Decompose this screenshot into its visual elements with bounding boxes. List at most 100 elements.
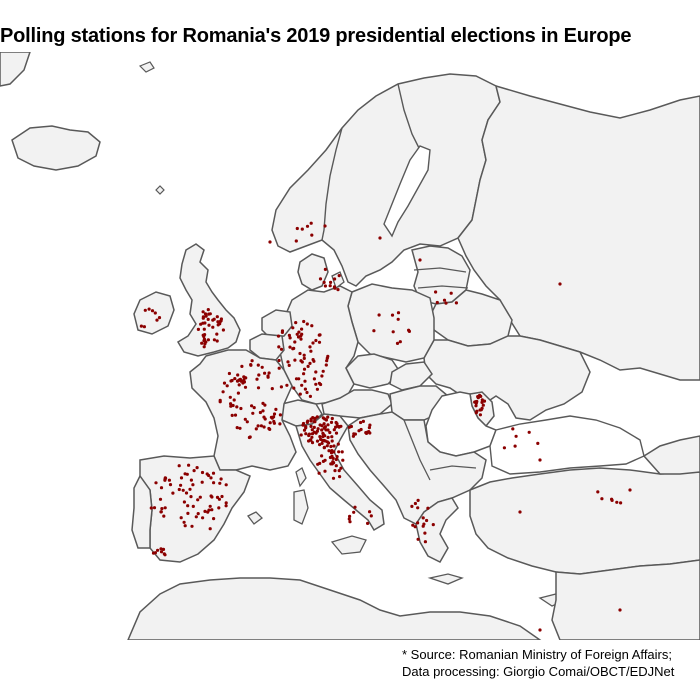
polling-station-dot (336, 288, 340, 292)
polling-station-dot (425, 518, 429, 523)
polling-station-dot (407, 328, 411, 332)
polling-station-dot (236, 373, 240, 377)
polling-station-dot (256, 386, 261, 390)
polling-station-dot (196, 327, 200, 331)
polling-station-dot (315, 439, 320, 443)
polling-station-dot (366, 521, 370, 526)
polling-station-dot (292, 386, 296, 390)
polling-station-dot (334, 425, 338, 429)
polling-station-dot (224, 504, 228, 508)
polling-station-dot (347, 517, 351, 521)
polling-station-dot (291, 326, 295, 330)
polling-station-dot (186, 504, 190, 508)
polling-station-dot (302, 353, 306, 357)
polling-station-dot (157, 316, 162, 320)
polling-station-dot (416, 506, 420, 510)
polling-station-dot (518, 510, 522, 514)
polling-station-dot (502, 446, 506, 450)
polling-station-dot (322, 426, 326, 430)
polling-station-dot (153, 311, 157, 315)
polling-station-dot (325, 444, 329, 448)
polling-station-dot (201, 321, 205, 325)
polling-station-dot (288, 345, 292, 349)
border-estonia-latvia (413, 267, 467, 273)
polling-station-dot (259, 424, 263, 428)
polling-station-dot (310, 428, 314, 432)
polling-station-dot (322, 280, 326, 284)
polling-station-dot (396, 317, 400, 321)
polling-station-dot (162, 514, 166, 518)
polling-station-dot (207, 508, 211, 512)
polling-station-dot (610, 498, 614, 502)
polling-station-dot (315, 429, 319, 433)
polling-station-dot (422, 522, 426, 526)
polling-station-dot (536, 441, 540, 445)
border-norway-sweden (321, 127, 343, 241)
polling-station-dot (189, 478, 193, 482)
polling-station-dot (416, 498, 420, 502)
polling-station-dot (300, 227, 304, 231)
polling-station-dot (198, 495, 202, 499)
polling-station-dot (268, 421, 272, 425)
polling-station-dot (252, 406, 256, 410)
polling-station-dot (328, 430, 332, 435)
polling-station-dot (321, 369, 325, 373)
polling-station-dot (378, 236, 382, 240)
polling-station-dot (255, 377, 259, 381)
polling-station-dot (310, 441, 315, 445)
polling-station-dot (212, 481, 216, 485)
polling-station-dot (280, 330, 284, 334)
polling-station-dot (300, 383, 304, 387)
polling-station-dot (167, 478, 171, 482)
polling-station-dot (538, 458, 542, 462)
polling-station-dot (305, 420, 309, 424)
polling-station-dot (210, 508, 214, 512)
polling-station-dot (297, 330, 301, 334)
country-portugal (131, 474, 153, 549)
polling-station-dot (413, 525, 417, 529)
polling-station-dot (474, 400, 478, 404)
polling-station-dot (270, 387, 274, 391)
polling-station-dot (298, 351, 302, 356)
polling-station-dot (474, 404, 478, 408)
polling-station-dot (242, 379, 246, 384)
polling-station-dot (209, 476, 213, 480)
polling-station-dot (335, 455, 339, 459)
country-svalbard (138, 61, 155, 73)
polling-station-dot (312, 359, 316, 363)
polling-station-dot (310, 324, 314, 328)
polling-station-dot (185, 472, 189, 476)
polling-station-dot (212, 338, 216, 342)
polling-station-dot (243, 385, 248, 389)
polling-station-dot (334, 457, 338, 462)
polling-station-dot (295, 332, 299, 336)
polling-station-dot (480, 400, 484, 404)
caption-source-line: * Source: Romanian Ministry of Foreign A… (402, 647, 672, 662)
polling-station-dot (341, 458, 345, 462)
polling-station-dot (206, 317, 210, 321)
polling-station-dot (142, 325, 146, 329)
polling-station-dot (250, 359, 254, 363)
country-denmark (297, 253, 329, 291)
polling-station-dot (205, 472, 209, 476)
polling-station-dot (216, 323, 220, 327)
polling-station-dot (300, 327, 304, 331)
polling-station-dot (159, 550, 164, 554)
polling-station-dot (320, 454, 324, 458)
polling-station-dot (276, 334, 281, 338)
polling-station-dot (309, 424, 313, 428)
polling-station-dot (228, 395, 232, 399)
polling-station-dot (247, 435, 251, 440)
polling-station-dot (299, 337, 303, 341)
polling-station-dot (444, 301, 448, 305)
polling-station-dot (302, 367, 307, 371)
polling-station-dot (272, 421, 276, 425)
polling-station-dot (177, 487, 181, 492)
polling-station-dot (308, 345, 312, 349)
polling-station-dot (318, 423, 322, 427)
polling-station-dot (230, 413, 234, 417)
polling-station-dot (143, 308, 147, 312)
polling-station-dot (229, 402, 233, 406)
polling-station-dot (314, 382, 318, 386)
polling-station-dot (423, 540, 427, 544)
